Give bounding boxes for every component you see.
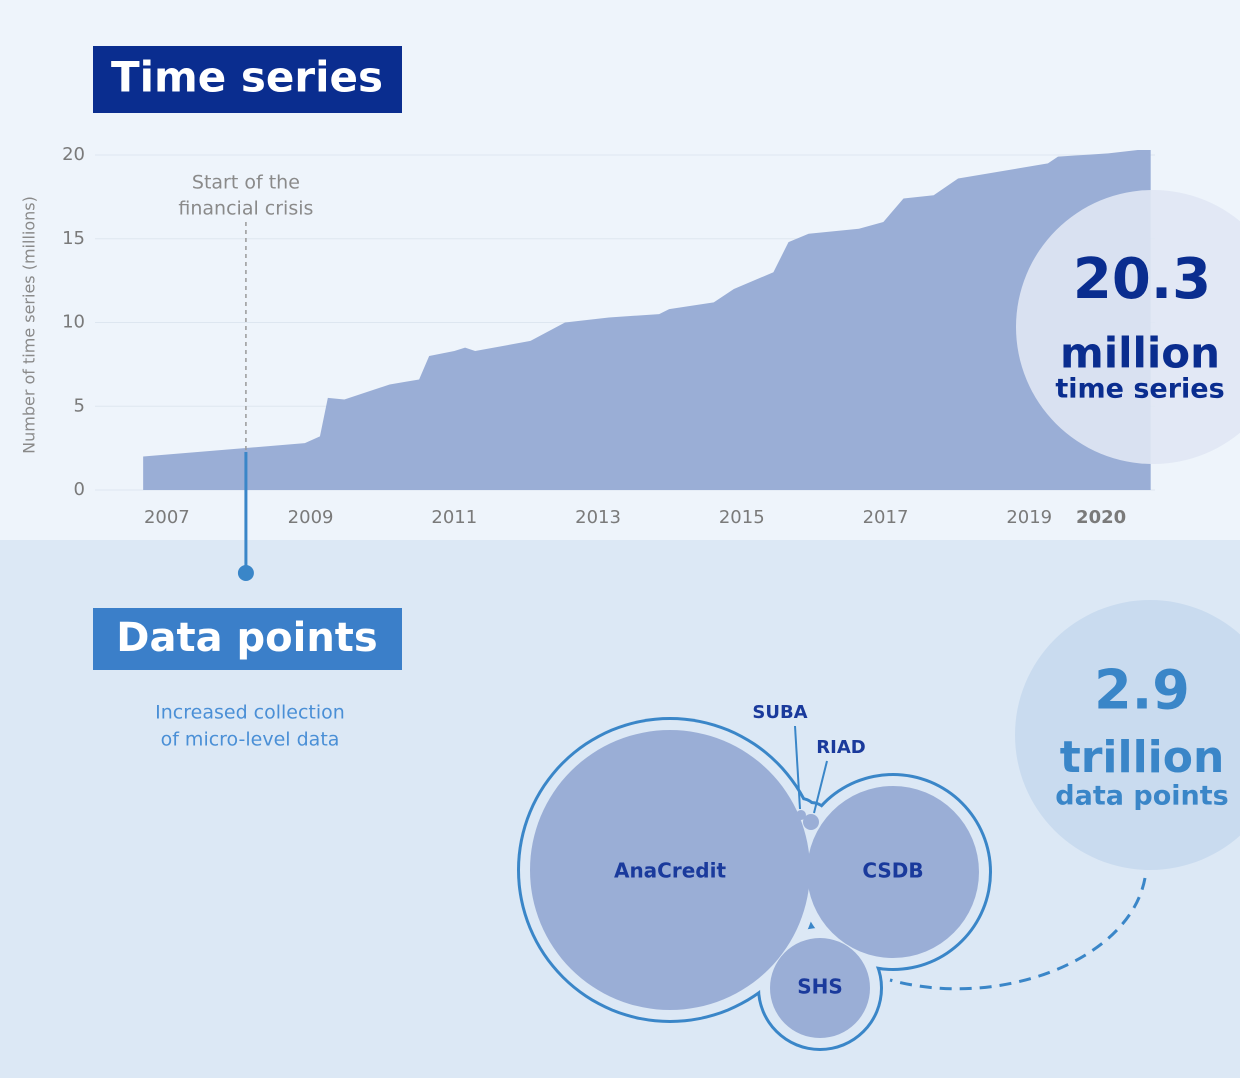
bubble (770, 938, 870, 1038)
bubble (803, 814, 819, 830)
total-label: data points (1055, 781, 1228, 812)
callout-label: time series (1055, 374, 1224, 405)
x-tick-label: 2017 (863, 507, 909, 528)
connector-dot (237, 565, 254, 581)
area (143, 149, 1151, 490)
annotation: Start of the (192, 172, 300, 194)
callout-value: 20.3 (1073, 247, 1211, 312)
title-box (93, 46, 402, 113)
y-tick-label: 5 (74, 395, 85, 416)
callout-circle (1016, 190, 1240, 464)
subtitle: Increased collection (155, 702, 345, 724)
annotation: financial crisis (178, 198, 313, 220)
bubble-label: CSDB (862, 859, 923, 883)
x-tick-label: 2020 (1076, 507, 1126, 528)
bubble (530, 730, 810, 1010)
bubble-label: SUBA (752, 702, 807, 723)
total-unit: trillion (1060, 732, 1225, 783)
bubble-label: SHS (797, 975, 843, 999)
total-circle (1015, 600, 1240, 870)
x-tick-label: 2015 (719, 507, 765, 528)
x-tick-label: 2007 (144, 507, 190, 528)
total-value: 2.9 (1094, 659, 1190, 722)
section-title: Data points (116, 615, 377, 661)
section-title-box (93, 608, 402, 670)
y-axis-label: Number of time series (millions) (20, 196, 39, 454)
x-tick-label: 2011 (431, 507, 477, 528)
x-tick-label: 2013 (575, 507, 621, 528)
x-tick-label: 2019 (1006, 507, 1052, 528)
leader-line (813, 760, 828, 814)
callout-unit: million (1060, 329, 1220, 378)
y-tick-label: 15 (62, 228, 85, 249)
subtitle: of micro-level data (161, 729, 340, 751)
leader-line (794, 725, 801, 810)
y-tick-label: 20 (62, 144, 85, 165)
bubble (807, 786, 979, 958)
x-tick-label: 2009 (288, 507, 334, 528)
bubble-label: RIAD (816, 737, 865, 758)
bubble-label: AnaCredit (614, 859, 726, 883)
chart-title: Time series (111, 53, 383, 102)
y-tick-label: 0 (74, 479, 85, 500)
y-tick-label: 10 (62, 312, 85, 333)
